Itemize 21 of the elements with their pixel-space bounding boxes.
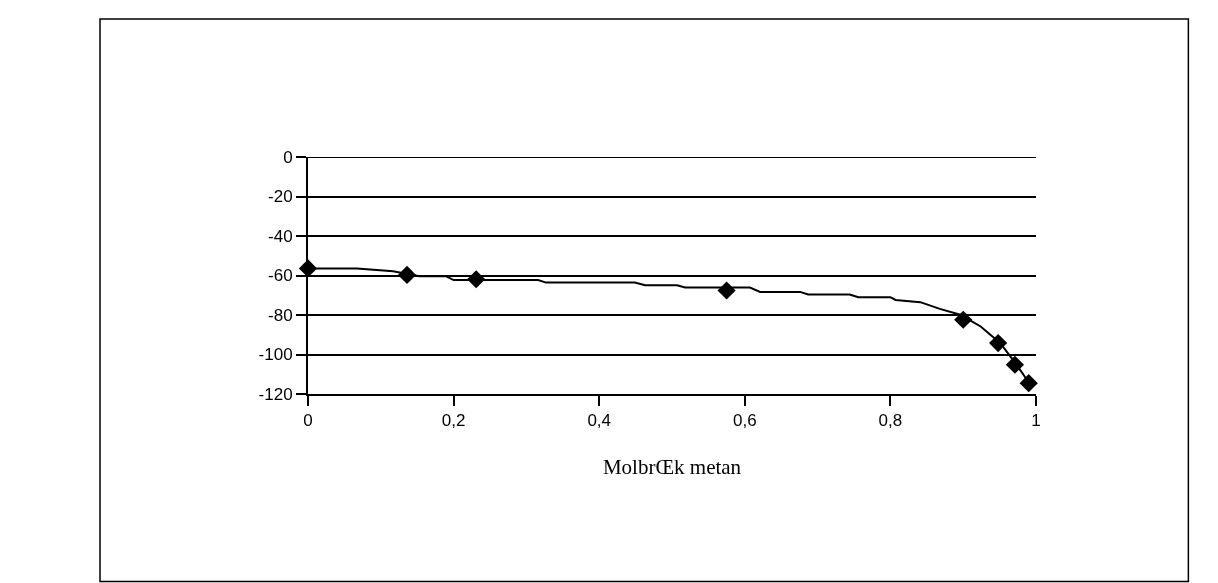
- x-tick-label: 0,6: [732, 411, 757, 431]
- point: [989, 333, 1008, 353]
- x-tick-label: 0: [303, 411, 313, 431]
- x-axis-title: MolbrŒk metan: [602, 455, 742, 480]
- y-tick-label: 0: [283, 147, 293, 167]
- y-tick-label: -100: [258, 345, 293, 365]
- x-tick-label: 0,8: [878, 411, 903, 431]
- x-tick-label: 1: [1031, 411, 1041, 431]
- x-tick-label: 0,2: [441, 411, 466, 431]
- y-tick-label: -40: [268, 226, 293, 246]
- y-tick-label: -20: [268, 187, 293, 207]
- y-tick-label: -60: [268, 266, 293, 286]
- y-tick-label: -120: [258, 384, 293, 404]
- point: [397, 265, 417, 285]
- point: [717, 281, 736, 300]
- point: [1019, 374, 1038, 393]
- point: [467, 270, 486, 289]
- x-tick-label: 0,4: [587, 411, 612, 431]
- point: [954, 310, 973, 329]
- point: [1005, 355, 1024, 374]
- y-tick-label: -80: [268, 305, 293, 325]
